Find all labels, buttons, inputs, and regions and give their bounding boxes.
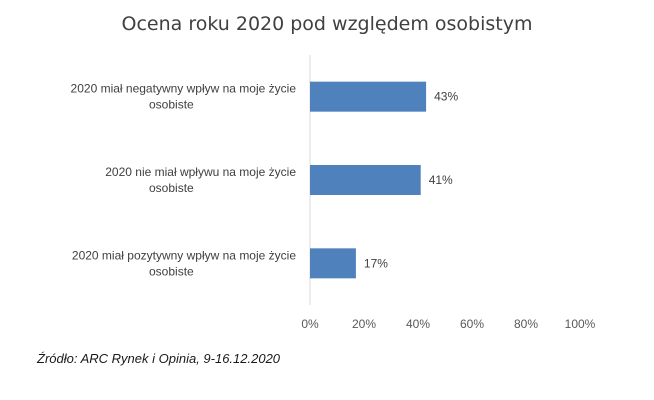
data-label: 43% [434, 90, 458, 104]
category-label: osobiste [149, 181, 194, 195]
x-tick-label: 40% [406, 317, 430, 331]
x-tick-label: 100% [565, 317, 596, 331]
bar [310, 165, 421, 195]
source-note: Źródło: ARC Rynek i Opinia, 9-16.12.2020 [37, 351, 281, 366]
category-label: osobiste [149, 98, 194, 112]
bars-layer: 43% 2020 miał negatywny wpływ na moje życ… [71, 55, 596, 331]
bar [310, 81, 427, 112]
bar [310, 248, 356, 279]
data-label: 17% [364, 256, 388, 270]
x-tick-label: 60% [460, 317, 484, 331]
category-label: osobiste [149, 264, 194, 278]
category-label: 2020 nie miał wpływu na moje życie [105, 165, 296, 179]
data-label: 41% [429, 173, 453, 187]
chart-title: Ocena roku 2020 pod względem osobistym [122, 13, 533, 35]
x-tick-label: 80% [514, 317, 538, 331]
category-label: 2020 miał pozytywny wpływ na moje życie [72, 248, 296, 262]
category-label: 2020 miał negatywny wpływ na moje życie [71, 82, 297, 96]
x-tick-label: 20% [352, 317, 376, 331]
x-tick-label: 0% [301, 317, 319, 331]
